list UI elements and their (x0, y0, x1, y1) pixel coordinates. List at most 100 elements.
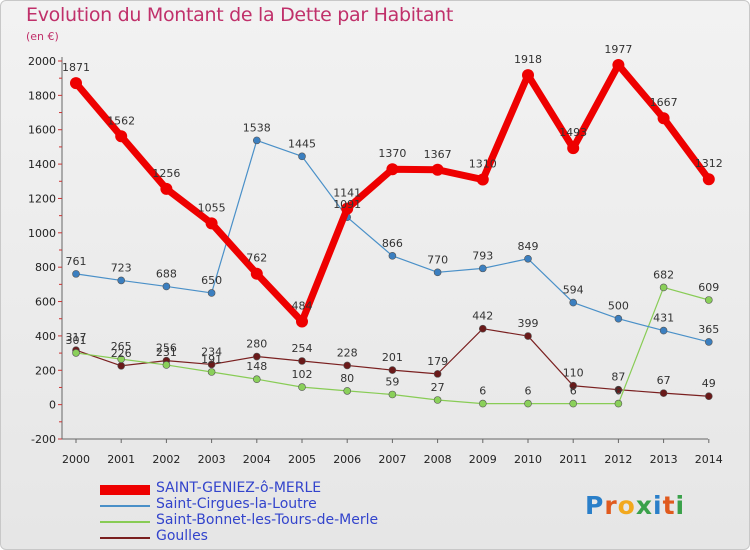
data-point (569, 381, 578, 390)
data-point (704, 392, 713, 401)
data-point (72, 270, 80, 278)
data-label: 1310 (469, 158, 497, 171)
data-label: 228 (337, 346, 358, 359)
x-tick-label: 2007 (378, 453, 406, 466)
x-tick-label: 2003 (198, 453, 226, 466)
data-label: 6 (570, 385, 577, 398)
data-point (433, 370, 442, 378)
chart-title: Evolution du Montant de la Dette par Hab… (26, 4, 454, 26)
data-label: 80 (340, 372, 354, 385)
data-label: 1256 (152, 167, 180, 180)
legend-item: Saint-Cirgues-la-Loutre (100, 496, 420, 514)
data-label: 1091 (333, 198, 361, 211)
data-point (341, 202, 354, 215)
series-line (73, 61, 712, 325)
data-label: 762 (246, 252, 267, 265)
legend-label: Saint-Cirgues-la-Loutre (156, 496, 317, 512)
x-tick-label: 2010 (514, 453, 542, 466)
x-tick-label: 2005 (288, 453, 316, 466)
data-label: 793 (472, 249, 493, 262)
data-point (476, 173, 489, 186)
data-label: 1538 (243, 121, 271, 134)
data-label: 688 (156, 267, 177, 280)
data-point (478, 264, 487, 273)
data-label: 191 (201, 353, 222, 366)
data-label: 6 (479, 385, 486, 398)
data-point (298, 152, 306, 161)
data-label: 609 (698, 281, 719, 294)
data-label: 723 (111, 261, 132, 274)
data-label: 254 (292, 342, 313, 355)
data-label: 1055 (198, 201, 226, 214)
legend-item: Goulles (100, 528, 420, 546)
data-point (657, 112, 670, 125)
data-label: 761 (66, 255, 87, 268)
data-point (162, 361, 171, 369)
y-tick-label: 1600 (28, 124, 56, 137)
data-label: 317 (66, 331, 87, 344)
data-label: 179 (427, 355, 448, 368)
series-1 (72, 136, 713, 346)
data-label: 265 (111, 340, 132, 353)
data-label: 399 (518, 317, 539, 330)
data-point (298, 383, 306, 391)
data-point (296, 315, 308, 328)
logo-letter: r (604, 491, 618, 520)
data-label: 1367 (424, 148, 452, 161)
data-point (343, 387, 352, 395)
data-point (388, 390, 397, 399)
legend-swatch (100, 485, 150, 495)
x-tick-label: 2011 (559, 453, 587, 466)
data-label: 110 (563, 367, 584, 380)
logo-letter: o (617, 491, 636, 520)
data-label: 226 (111, 347, 132, 360)
logo-letter: i (653, 491, 663, 520)
data-label: 500 (608, 300, 629, 313)
data-point (115, 130, 128, 143)
data-point (388, 366, 397, 374)
data-point (614, 399, 623, 408)
x-tick-label: 2004 (243, 453, 271, 466)
logo-letter: i (675, 491, 686, 520)
data-point (704, 296, 713, 304)
logo-letter: t (662, 491, 676, 520)
data-point (704, 338, 713, 346)
data-label: 1667 (650, 96, 678, 109)
data-label: 1977 (604, 43, 632, 56)
data-label: 1141 (333, 187, 361, 200)
data-label: 102 (292, 368, 313, 381)
data-label: 849 (518, 240, 539, 253)
data-point (524, 254, 532, 263)
series-3 (72, 324, 713, 401)
legend-label: Saint-Bonnet-les-Tours-de-Merle (156, 512, 379, 528)
x-tick-label: 2001 (107, 453, 135, 466)
data-label: 6 (615, 385, 622, 398)
y-tick-label: 200 (35, 364, 56, 377)
data-label: 365 (698, 323, 719, 336)
proxiti-logo: Proxiti (585, 491, 685, 520)
data-point (117, 355, 125, 363)
y-tick-label: 1000 (28, 227, 56, 240)
x-tick-label: 2000 (62, 453, 90, 466)
legend-label: SAINT-GENIEZ-ô-MERLE (156, 480, 322, 496)
data-point (614, 385, 623, 394)
legend-swatch (100, 521, 150, 523)
data-label: 201 (382, 351, 403, 364)
data-point (298, 357, 306, 365)
data-label: 594 (563, 284, 584, 297)
data-label: 280 (246, 338, 267, 351)
x-tick-label: 2002 (152, 453, 180, 466)
y-tick-label: 1200 (28, 192, 56, 205)
legend-swatch (100, 505, 150, 507)
data-point (478, 324, 487, 333)
data-point (702, 173, 715, 186)
y-tick-label: 1400 (28, 158, 56, 171)
data-label: 1493 (559, 126, 587, 139)
x-tick-label: 2012 (604, 453, 632, 466)
logo-letter: P (585, 491, 605, 520)
data-point (386, 163, 399, 176)
data-point (431, 163, 444, 176)
data-point (70, 77, 82, 90)
data-label: 6 (525, 385, 532, 398)
